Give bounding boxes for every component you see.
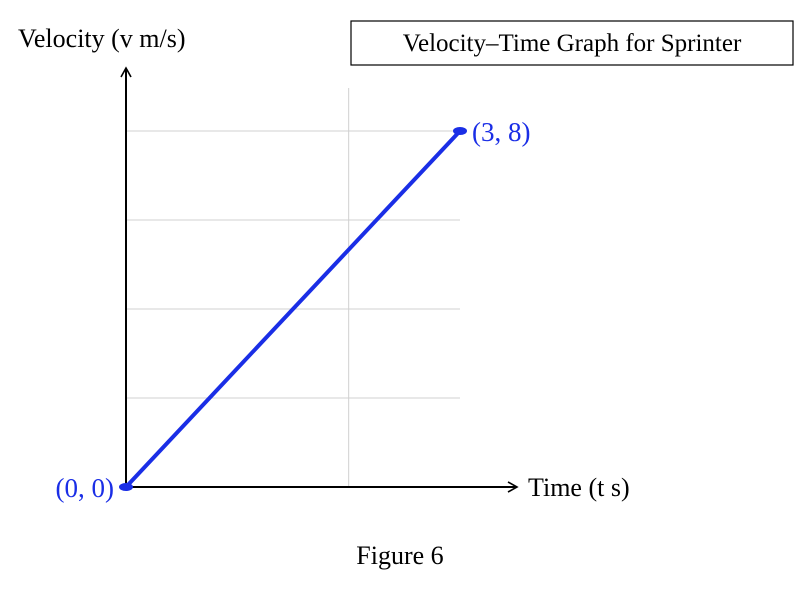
chart-title: Velocity–Time Graph for Sprinter (403, 30, 742, 57)
x-axis-label: Time (t s) (528, 473, 630, 502)
grid (126, 88, 460, 487)
figure-caption: Figure 6 (356, 541, 443, 570)
data-point (119, 483, 133, 491)
data-point-label: (0, 0) (56, 473, 114, 503)
y-axis-label: Velocity (v m/s) (18, 24, 186, 53)
data-point-label: (3, 8) (472, 117, 530, 147)
title-box (350, 20, 794, 66)
series-line (124, 129, 462, 489)
data-point (453, 127, 467, 135)
